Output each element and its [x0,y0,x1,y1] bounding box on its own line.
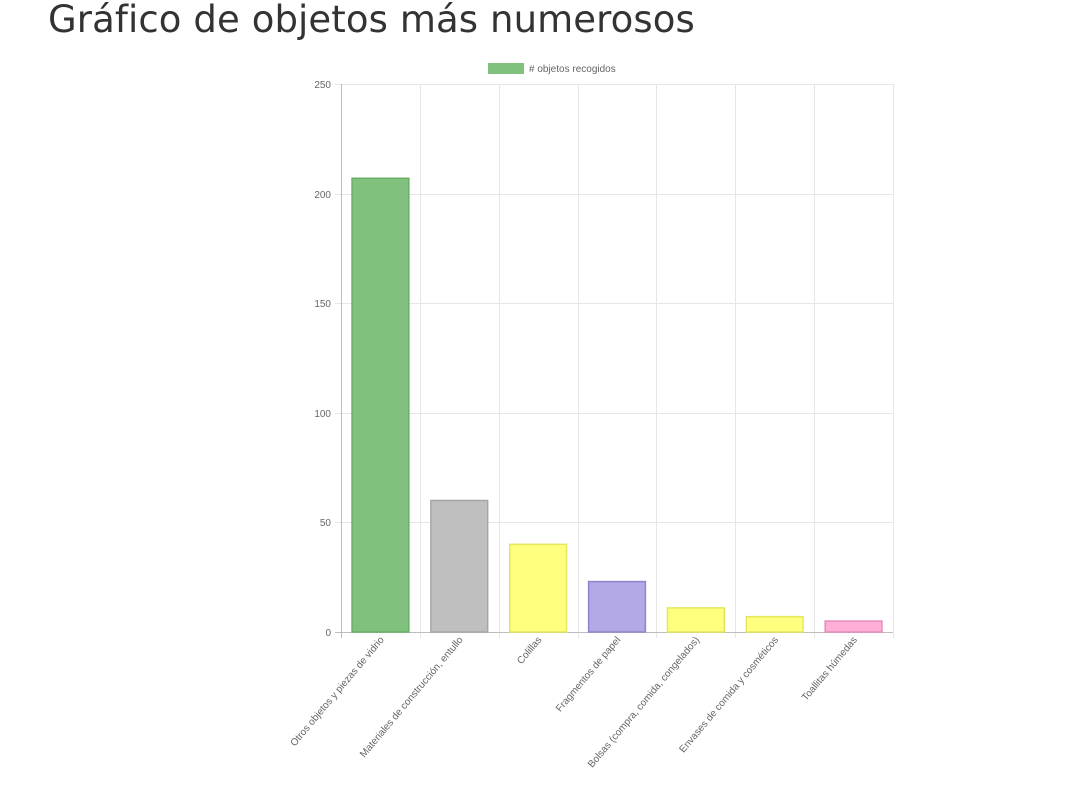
bar-6[interactable] [745,615,804,633]
bar-5[interactable] [666,607,725,633]
y-axis-tick-labels: 0 50 100 150 200 250 [314,80,331,639]
x-tick-label: Colillas [515,635,544,667]
bar-2[interactable] [430,499,489,633]
y-tick-label: 50 [320,518,332,529]
y-tick-label: 0 [325,628,331,639]
x-axis-tick-labels: Otros objetos y piezas de vidrioMaterial… [289,635,860,771]
chart-legend[interactable]: # objetos recogidos [488,63,616,75]
y-tick-label: 150 [314,299,331,310]
chart-grid [335,84,894,638]
chart-axes [335,84,893,638]
chart-bars [351,177,883,633]
legend-swatch [488,63,524,74]
x-tick-label: Toallitas húmedas [800,635,860,703]
y-tick-label: 200 [314,190,331,201]
bar-7[interactable] [824,620,883,633]
x-tick-label: Otros objetos y piezas de vidrio [289,635,387,749]
x-tick-label: Envases de comida y cosméticos [678,635,781,755]
bar-3[interactable] [509,543,568,633]
bar-1[interactable] [351,177,410,633]
y-tick-label: 100 [314,409,331,420]
legend-label: # objetos recogidos [529,64,616,75]
bar-4[interactable] [587,580,647,633]
page-title: Gráfico de objetos más numerosos [48,0,695,41]
y-tick-label: 250 [314,80,331,91]
x-tick-label: Fragmentos de papel [554,635,623,714]
